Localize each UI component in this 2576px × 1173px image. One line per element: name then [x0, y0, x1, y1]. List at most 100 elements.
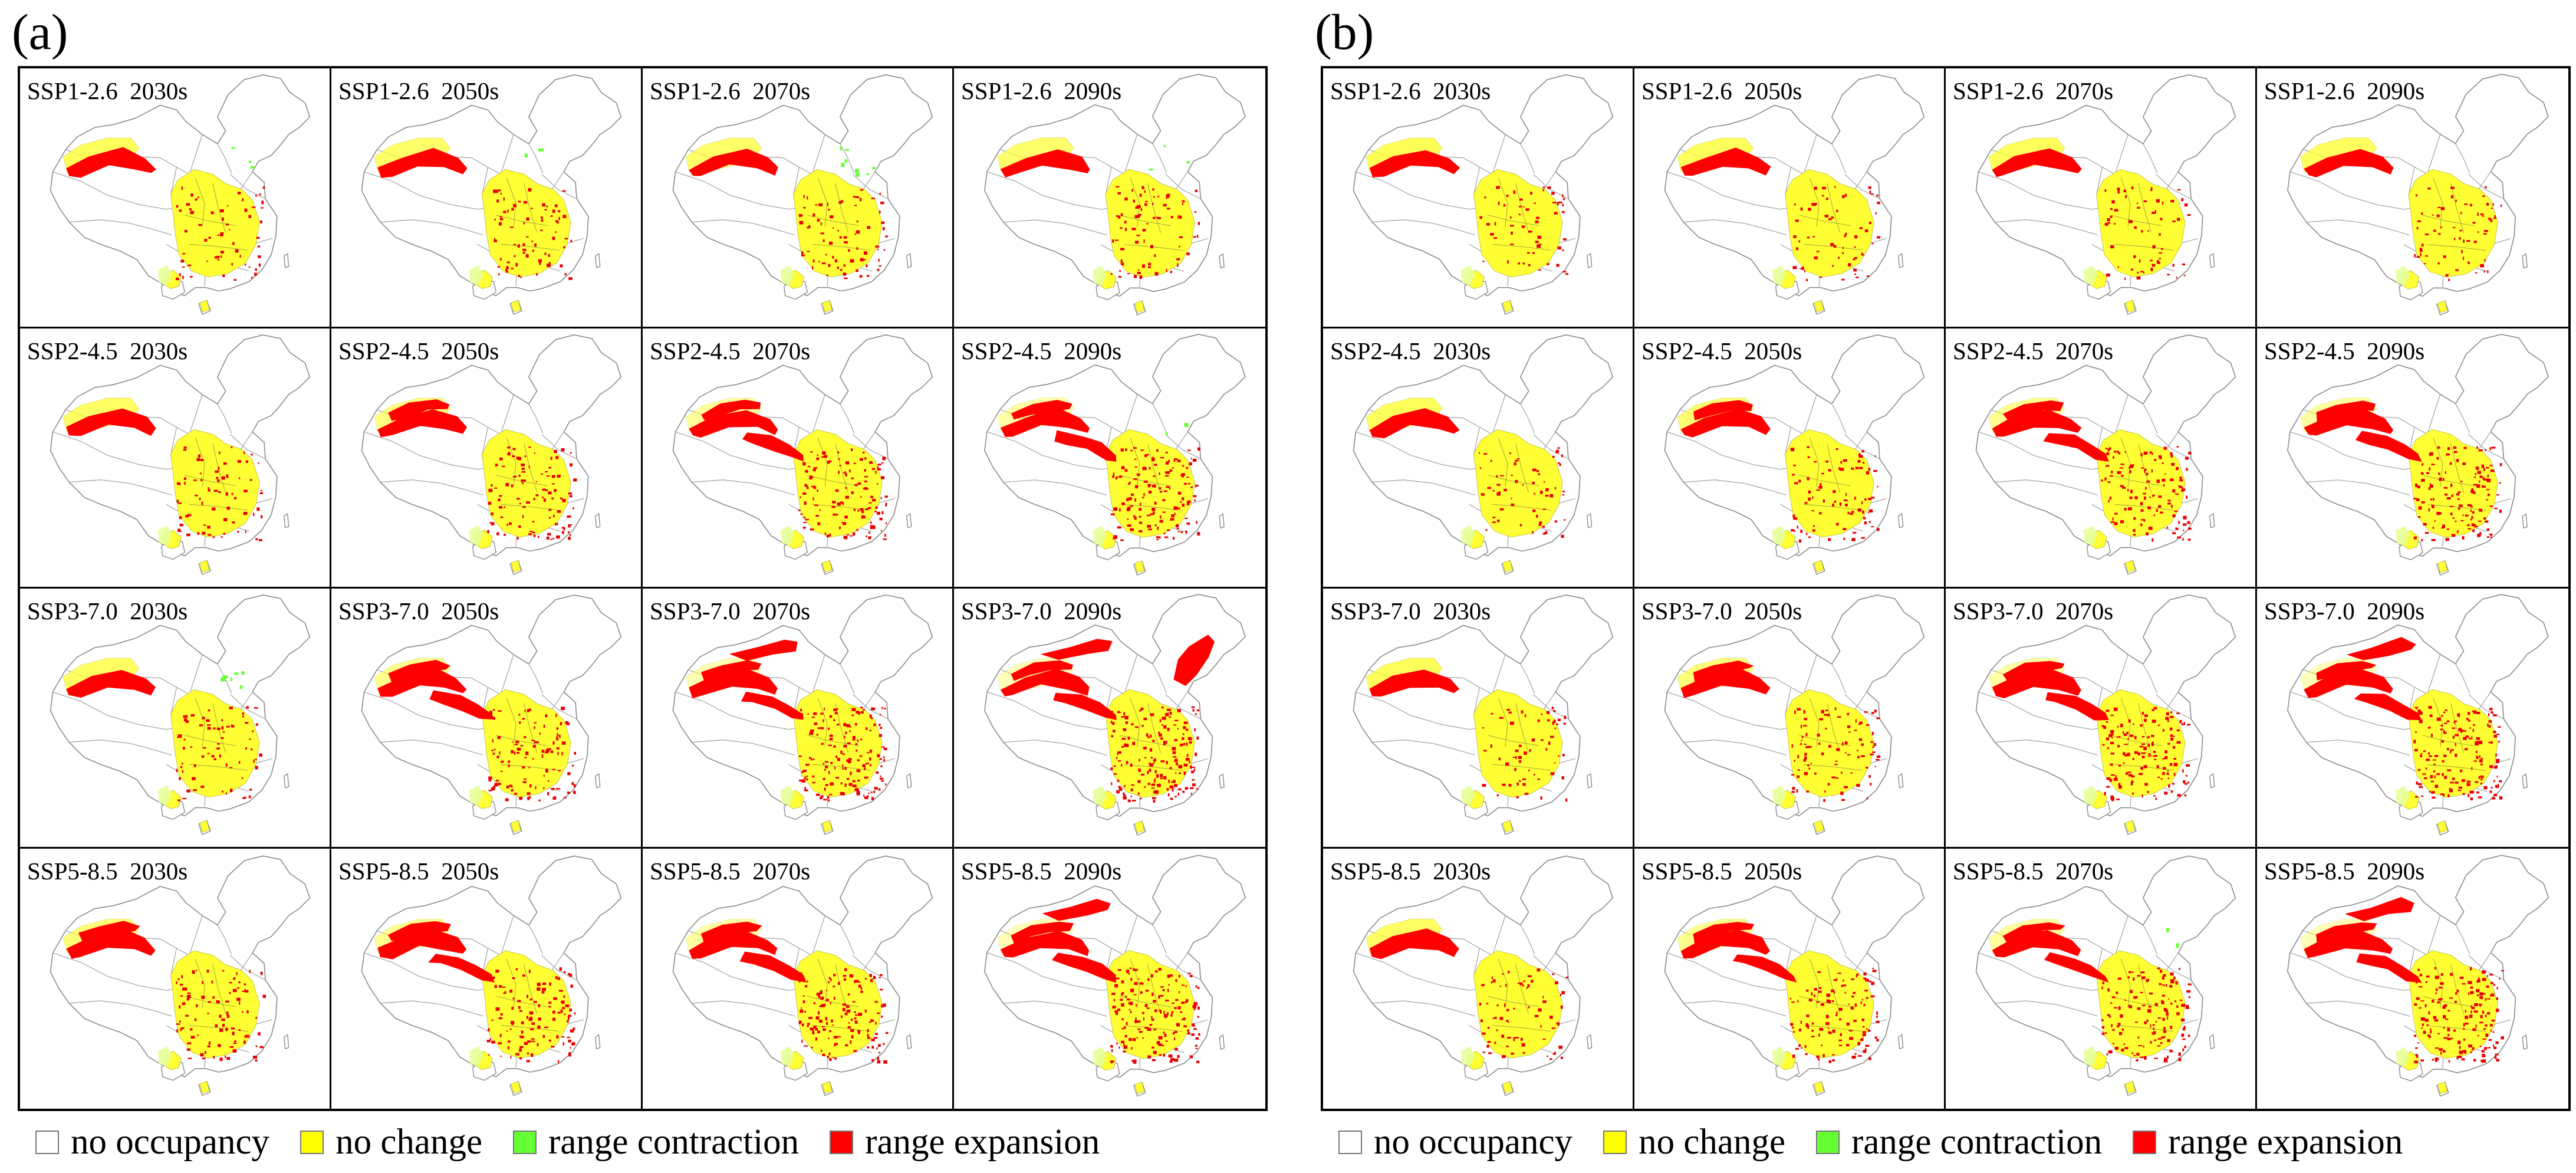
no-change-region — [1105, 950, 1195, 1059]
range-expansion-speck — [1804, 1045, 1807, 1048]
range-expansion-speck — [518, 714, 521, 716]
range-expansion-speck — [1507, 1037, 1511, 1039]
island-outline — [906, 1034, 912, 1050]
range-expansion-speck — [2161, 1001, 2164, 1004]
range-expansion-speck — [1111, 977, 1113, 980]
range-expansion-speck — [534, 726, 535, 730]
range-expansion-speck — [1187, 500, 1191, 504]
range-expansion-speck — [1187, 1032, 1190, 1035]
range-expansion-speck — [1791, 529, 1795, 532]
range-expansion-speck — [229, 788, 233, 793]
range-expansion-speck — [845, 473, 847, 477]
range-expansion-speck — [2133, 996, 2137, 999]
range-expansion-speck — [222, 970, 225, 972]
range-expansion-speck — [1876, 1039, 1879, 1041]
range-expansion-speck — [2483, 1049, 2487, 1050]
range-expansion-speck — [2114, 451, 2117, 453]
range-expansion-speck — [2124, 451, 2127, 453]
range-expansion-speck — [1154, 778, 1156, 781]
range-expansion-speck — [181, 975, 183, 978]
range-expansion-speck — [2462, 1050, 2466, 1052]
range-expansion-speck — [530, 1028, 534, 1030]
province-border — [1667, 431, 1797, 470]
range-expansion-speck — [503, 992, 505, 994]
range-expansion-speck — [541, 754, 544, 758]
range-expansion-speck — [2187, 214, 2191, 216]
province-border — [2114, 134, 2128, 175]
range-expansion-speck — [849, 469, 851, 473]
range-expansion-speck — [1853, 268, 1857, 272]
range-expansion-speck — [498, 506, 503, 509]
range-expansion-speck — [519, 1048, 522, 1052]
range-expansion-speck — [1182, 473, 1186, 476]
range-expansion-speck — [2152, 1024, 2155, 1026]
range-expansion-speck — [2462, 793, 2465, 796]
range-expansion-speck — [1195, 1037, 1199, 1040]
range-expansion-speck — [261, 201, 264, 205]
range-contraction-speck — [845, 149, 849, 151]
province-border — [1809, 438, 1820, 487]
province-border — [2143, 143, 2158, 173]
range-expansion-speck — [1529, 192, 1532, 195]
tint-region — [2083, 1046, 2098, 1067]
province-border — [1683, 1000, 1787, 1017]
range-expansion-speck — [1541, 714, 1543, 715]
range-expansion-speck — [548, 491, 552, 495]
range-expansion-speck — [2462, 1028, 2465, 1030]
range-expansion-speck — [2160, 218, 2163, 221]
range-expansion-speck — [1148, 262, 1152, 265]
range-expansion-speck — [1534, 773, 1535, 776]
range-expansion-speck — [2480, 778, 2483, 781]
range-expansion-speck — [529, 708, 531, 711]
range-expansion-speck — [2475, 711, 2478, 713]
province-border — [1356, 691, 1486, 730]
range-expansion-speck — [208, 709, 210, 712]
range-expansion-speck — [2160, 778, 2163, 780]
range-expansion-speck — [1521, 710, 1524, 714]
range-expansion-speck — [800, 513, 803, 515]
range-expansion-speck — [544, 252, 547, 255]
province-border — [2114, 394, 2128, 435]
range-expansion-speck — [2492, 1031, 2495, 1033]
range-expansion-speck — [1519, 198, 1523, 201]
range-expansion-speck — [259, 193, 261, 196]
range-expansion-speck — [1139, 1031, 1143, 1033]
range-expansion-speck — [176, 205, 179, 208]
range-expansion-speck — [2114, 222, 2116, 225]
range-expansion-speck — [2415, 1054, 2418, 1056]
range-expansion-speck — [1195, 753, 1197, 757]
range-expansion-speck — [854, 484, 858, 487]
province-border — [1130, 958, 1140, 1008]
range-expansion-speck — [550, 215, 553, 217]
range-expansion-region — [66, 408, 156, 436]
range-expansion-speck — [547, 533, 551, 535]
range-expansion-speck — [542, 987, 547, 991]
range-expansion-speck — [511, 484, 514, 488]
range-expansion-speck — [2486, 489, 2490, 491]
range-expansion-speck — [1196, 235, 1199, 238]
range-expansion-speck — [1139, 982, 1144, 985]
range-expansion-speck — [2472, 524, 2476, 527]
range-expansion-speck — [883, 1003, 886, 1007]
range-expansion-speck — [1122, 728, 1124, 730]
tint-region — [469, 525, 483, 546]
range-expansion-speck — [2188, 996, 2191, 998]
range-expansion-speck — [1126, 998, 1130, 1001]
range-contraction-speck — [221, 677, 226, 682]
range-expansion-speck — [1486, 1044, 1489, 1048]
range-expansion-speck — [1196, 736, 1199, 740]
range-expansion-speck — [1147, 1055, 1152, 1059]
range-expansion-speck — [2492, 1044, 2495, 1047]
range-expansion-speck — [2161, 1036, 2164, 1039]
range-expansion-speck — [2438, 998, 2442, 1001]
range-expansion-speck — [831, 506, 835, 508]
range-expansion-speck — [883, 708, 886, 709]
range-expansion-speck — [1790, 1023, 1794, 1026]
range-expansion-speck — [2471, 767, 2473, 770]
range-expansion-speck — [2493, 217, 2497, 219]
range-expansion-speck — [2154, 1057, 2159, 1059]
range-expansion-speck — [2418, 506, 2422, 510]
range-expansion-speck — [1175, 524, 1179, 528]
province-border — [189, 134, 203, 175]
range-expansion-speck — [2489, 974, 2493, 976]
